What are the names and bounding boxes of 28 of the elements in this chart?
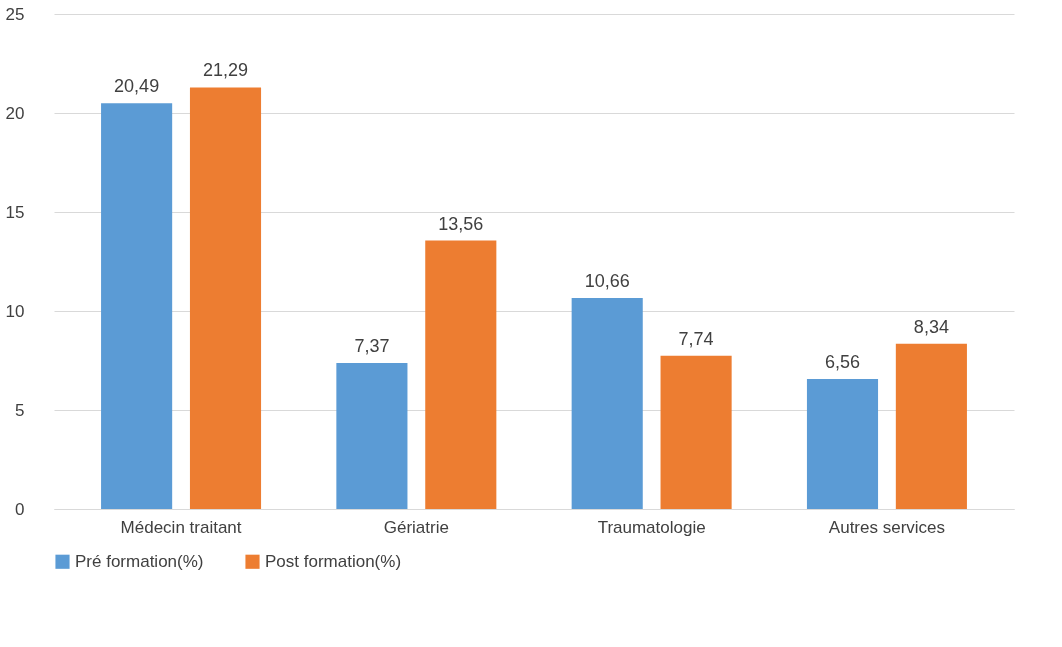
bar [660,355,732,509]
data-label: 13,56 [438,213,484,234]
y-tick-label: 20 [5,103,25,123]
x-tick-label: Gériatrie [383,517,449,537]
data-label: 20,49 [114,76,160,97]
bar [189,87,262,509]
x-tick-label: Autres services [828,517,946,537]
data-label: 10,66 [584,270,630,291]
x-tick-label: Traumatologie [597,517,706,537]
legend-label: Post formation(%) [265,551,402,571]
bar [336,363,408,509]
x-tick-label: Médecin traitant [120,517,242,537]
bar [806,379,879,509]
data-label: 6,56 [824,352,861,373]
data-label: 7,74 [678,328,714,349]
data-label: 8,34 [913,316,949,337]
y-tick-label: 25 [5,4,25,24]
legend-label: Pré formation(%) [75,551,204,571]
data-label: 21,29 [202,60,249,81]
bar [101,103,173,509]
bar [425,240,497,509]
y-tick-label: 15 [5,202,25,222]
bar [571,297,643,509]
bar [895,343,967,509]
y-tick-label: 5 [15,400,25,420]
data-label: 7,37 [354,336,390,357]
y-tick-label: 10 [5,301,25,321]
y-tick-label: 0 [15,499,25,519]
